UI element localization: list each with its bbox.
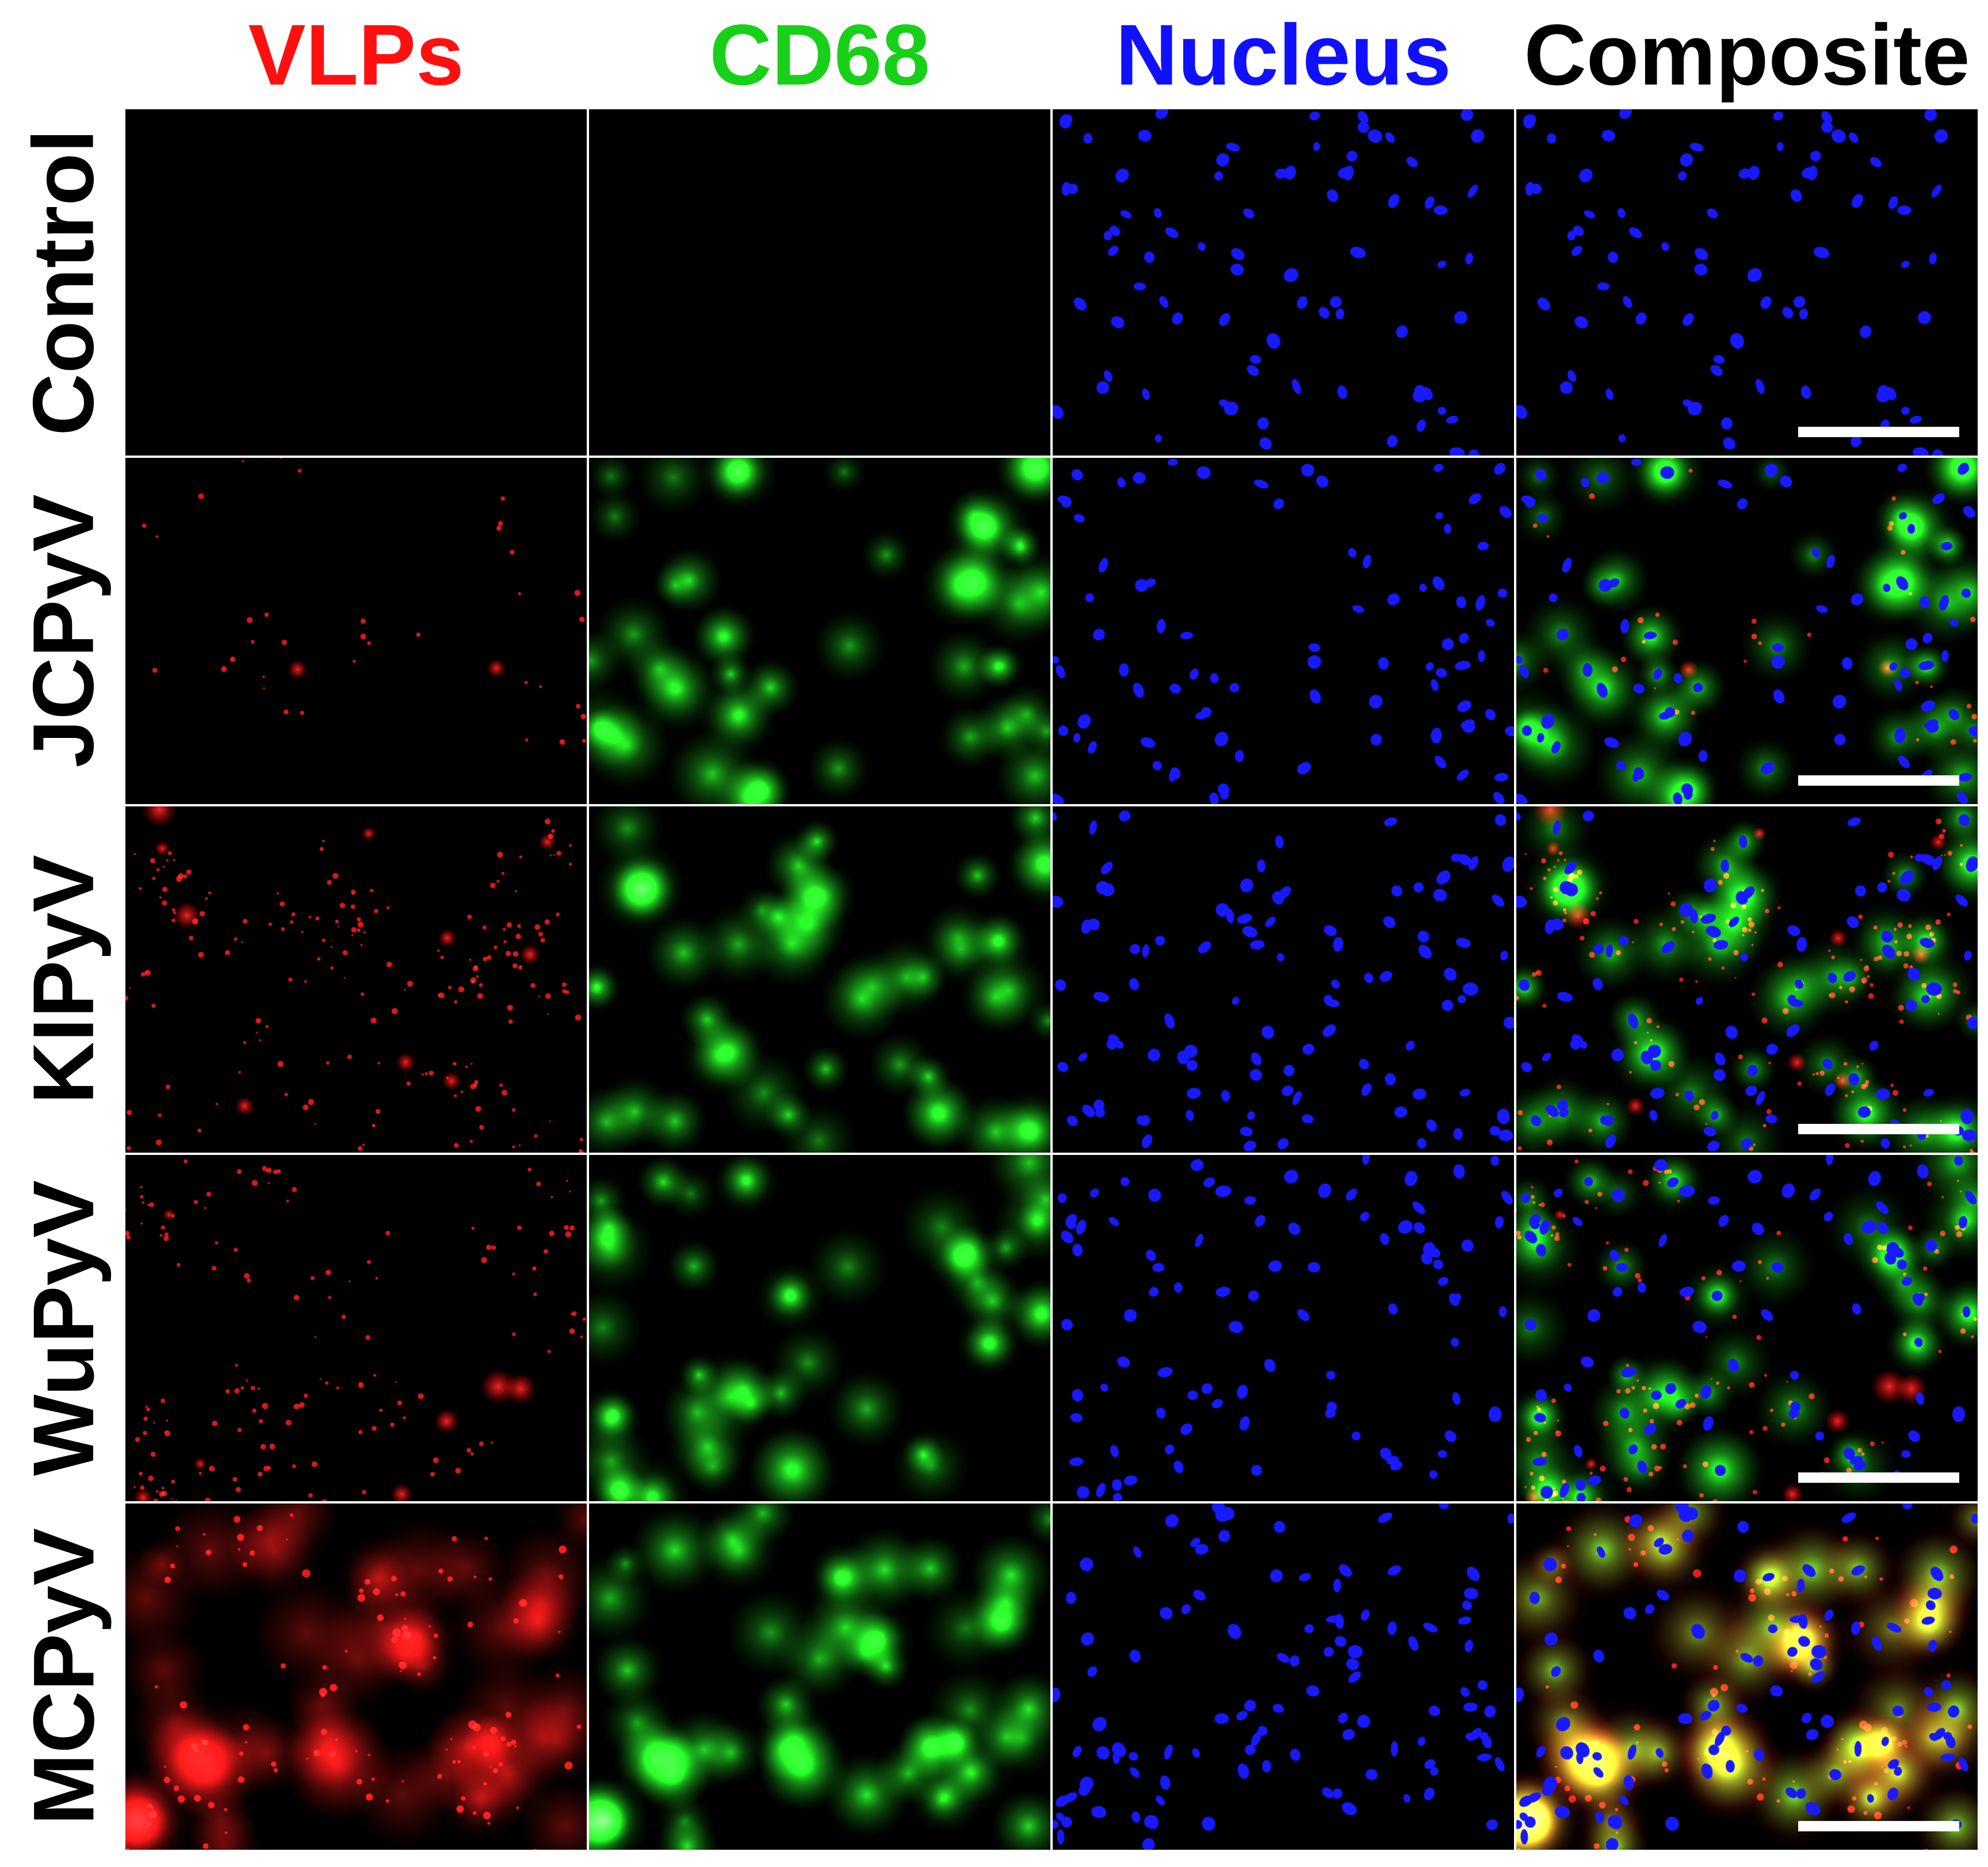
panel-kipyv-composite (1516, 806, 1978, 1153)
micrograph-image (589, 806, 1050, 1153)
micrograph-image (125, 1155, 587, 1501)
panel-kipyv-nucleus (1053, 806, 1514, 1153)
panel-mcpyv-composite (1516, 1503, 1978, 1850)
scale-bar (1798, 1472, 1959, 1483)
column-header-vlps: VLPs (248, 6, 464, 103)
micrograph-image (1516, 1503, 1978, 1850)
micrograph-image (589, 1155, 1050, 1501)
column-header-nucleus: Nucleus (1115, 6, 1451, 103)
panel-wupyv-nucleus (1053, 1155, 1514, 1501)
panel-wupyv-vlps (125, 1155, 587, 1501)
panel-control-vlps (125, 109, 587, 456)
column-header-composite: Composite (1524, 6, 1970, 103)
row-label-text: Control (15, 129, 112, 436)
micrograph-image (1053, 109, 1514, 456)
micrograph-image (125, 109, 587, 456)
micrograph-image (1053, 1155, 1514, 1501)
panel-control-composite (1516, 109, 1978, 456)
panel-control-cd68 (589, 109, 1050, 456)
row-label-jcpyv: JCPyV (12, 458, 115, 804)
micrograph-image (1516, 109, 1978, 456)
micrograph-image (125, 1503, 587, 1850)
scale-bar (1798, 775, 1959, 786)
row-label-control: Control (12, 109, 115, 456)
panel-mcpyv-cd68 (589, 1503, 1050, 1850)
micrograph-image (1053, 458, 1514, 804)
row-label-mcpyv: MCPyV (12, 1503, 115, 1850)
panel-mcpyv-vlps (125, 1503, 587, 1850)
micrograph-image (1516, 1155, 1978, 1501)
panel-jcpyv-nucleus (1053, 458, 1514, 804)
panel-jcpyv-vlps (125, 458, 587, 804)
panel-kipyv-cd68 (589, 806, 1050, 1153)
row-label-text: KIPyV (15, 855, 112, 1104)
micrograph-image (1053, 806, 1514, 1153)
micrograph-image (589, 1503, 1050, 1850)
panel-jcpyv-composite (1516, 458, 1978, 804)
row-label-text: JCPyV (15, 494, 112, 768)
panel-mcpyv-nucleus (1053, 1503, 1514, 1850)
panel-grid (125, 109, 1978, 1851)
scale-bar (1798, 1124, 1959, 1134)
row-label-text: WuPyV (15, 1180, 112, 1476)
micrograph-image (1516, 806, 1978, 1153)
column-header-cd68: CD68 (709, 6, 930, 103)
panel-kipyv-vlps (125, 806, 587, 1153)
micrograph-image (125, 458, 587, 804)
row-label-kipyv: KIPyV (12, 806, 115, 1153)
scale-bar (1798, 1821, 1959, 1831)
panel-wupyv-cd68 (589, 1155, 1050, 1501)
micrograph-image (1516, 458, 1978, 804)
micrograph-image (589, 458, 1050, 804)
scale-bar (1798, 427, 1959, 437)
micrograph-image (125, 806, 587, 1153)
row-label-text: MCPyV (15, 1528, 112, 1826)
panel-jcpyv-cd68 (589, 458, 1050, 804)
micrograph-image (1053, 1503, 1514, 1850)
panel-control-nucleus (1053, 109, 1514, 456)
panel-wupyv-composite (1516, 1155, 1978, 1501)
row-label-wupyv: WuPyV (12, 1155, 115, 1501)
micrograph-image (589, 109, 1050, 456)
